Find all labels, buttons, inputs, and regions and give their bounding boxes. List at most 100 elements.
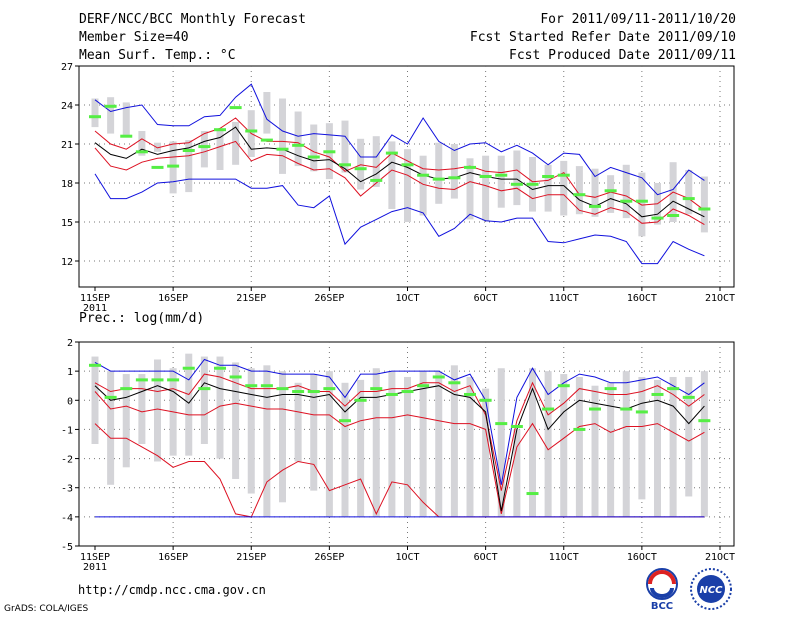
- range-box-0-7: [200, 131, 208, 168]
- x-tick-label-1-4: 1OCT: [395, 552, 419, 563]
- range-box-0-34: [622, 164, 630, 219]
- member-marker-1-28: [526, 492, 539, 496]
- panel-frame-0: [78, 65, 735, 288]
- y-tick-label-1-6: 1: [67, 367, 73, 378]
- range-box-1-9: [232, 362, 240, 479]
- member-marker-0-11: [260, 138, 273, 142]
- upper-spread-line-0: [94, 117, 705, 211]
- grads-credit: GrADS: COLA/IGES: [4, 604, 89, 614]
- ensemble-mean-line-0: [94, 126, 705, 218]
- x-tick-label-1-0: 11SEP: [80, 552, 110, 563]
- range-box-0-0: [91, 98, 99, 128]
- range-box-1-35: [638, 376, 646, 500]
- member-marker-1-33: [604, 387, 617, 391]
- member-marker-0-7: [198, 145, 211, 149]
- y-tick-label-1-5: 0: [67, 396, 73, 407]
- member-marker-1-37: [667, 387, 680, 391]
- range-box-1-13: [294, 382, 302, 462]
- bcc-logo: BCC: [646, 568, 678, 612]
- member-marker-0-6: [182, 149, 195, 152]
- member-marker-1-25: [479, 398, 492, 402]
- member-marker-1-30: [557, 384, 570, 388]
- range-box-0-30: [560, 160, 568, 216]
- range-box-0-11: [263, 92, 271, 134]
- member-marker-0-5: [167, 164, 180, 168]
- member-marker-0-0: [89, 115, 101, 119]
- member-marker-1-29: [542, 407, 555, 411]
- range-box-0-39: [700, 176, 708, 233]
- range-box-1-8: [216, 356, 224, 459]
- range-box-0-14: [310, 124, 318, 172]
- member-marker-1-4: [151, 378, 164, 382]
- member-marker-1-20: [401, 390, 414, 394]
- member-marker-0-14: [307, 155, 320, 159]
- x-tick-label-0-2: 21SEP: [236, 293, 266, 304]
- member-marker-1-21: [417, 384, 430, 388]
- member-marker-0-33: [604, 189, 617, 193]
- range-box-1-4: [154, 359, 161, 462]
- x-tick-label-0-5: 6OCT: [474, 293, 498, 304]
- member-marker-0-24: [464, 165, 476, 169]
- member-marker-0-31: [573, 193, 586, 197]
- bcc-logo-text: BCC: [651, 601, 673, 612]
- member-marker-1-11: [260, 384, 273, 388]
- member-marker-0-19: [385, 151, 398, 155]
- member-marker-0-39: [698, 207, 711, 211]
- member-size: Member Size=40: [79, 30, 189, 45]
- x-tick-label-1-5: 6OCT: [474, 552, 498, 563]
- x-tick-label-1-2: 21SEP: [236, 552, 266, 563]
- member-marker-0-17: [354, 167, 367, 171]
- member-marker-1-35: [635, 410, 648, 414]
- range-box-1-32: [591, 385, 599, 517]
- member-marker-0-21: [417, 173, 430, 177]
- range-box-1-6: [185, 353, 193, 456]
- member-marker-1-39: [698, 419, 711, 423]
- member-marker-0-28: [526, 182, 539, 186]
- lower-spread-line-0: [94, 140, 705, 226]
- range-box-1-10: [247, 368, 255, 494]
- range-box-1-19: [388, 371, 396, 517]
- ensemble-mean-line-1: [94, 382, 705, 512]
- range-box-1-22: [435, 371, 443, 517]
- member-marker-0-16: [339, 163, 351, 167]
- range-box-1-31: [575, 376, 583, 517]
- ncc-logo: NCC: [690, 568, 732, 610]
- range-box-1-15: [325, 371, 333, 517]
- extreme-high-line-0: [94, 83, 705, 196]
- range-box-0-31: [575, 166, 583, 215]
- member-marker-0-9: [229, 106, 242, 110]
- member-marker-1-12: [276, 387, 289, 391]
- member-marker-1-24: [464, 392, 476, 396]
- y-tick-label-0-1: 15: [61, 218, 73, 229]
- member-marker-0-3: [135, 150, 148, 154]
- range-box-1-28: [529, 368, 536, 517]
- started-date: Fcst Started Refer Date 2011/09/10: [469, 30, 736, 45]
- member-marker-0-2: [120, 134, 133, 138]
- range-box-1-14: [310, 374, 318, 491]
- source-url[interactable]: http://cmdp.ncc.cma.gov.cn: [78, 583, 266, 597]
- y-tick-label-1-2: -3: [61, 484, 73, 495]
- member-marker-0-8: [214, 128, 226, 132]
- member-marker-0-13: [292, 143, 305, 147]
- range-box-1-7: [200, 356, 208, 444]
- y-tick-label-1-3: -2: [61, 455, 73, 466]
- range-box-1-18: [372, 368, 380, 517]
- member-marker-1-1: [104, 395, 117, 399]
- member-marker-1-3: [135, 378, 148, 382]
- upper-spread-line-1: [94, 373, 705, 491]
- range-box-0-38: [685, 170, 693, 215]
- range-box-0-12: [279, 98, 286, 174]
- range-box-1-12: [279, 371, 286, 503]
- range-box-1-33: [607, 382, 615, 517]
- y-tick-label-1-7: 2: [67, 338, 73, 349]
- member-marker-0-1: [104, 104, 117, 108]
- x-year-label-0: 2011: [83, 303, 107, 314]
- range-box-1-30: [560, 374, 568, 517]
- range-box-1-39: [700, 371, 708, 517]
- y-tick-label-0-2: 18: [61, 179, 73, 190]
- member-marker-0-15: [323, 150, 336, 154]
- member-marker-1-36: [651, 392, 664, 396]
- range-box-0-27: [513, 150, 521, 206]
- range-box-1-27: [513, 429, 521, 517]
- x-tick-label-0-4: 1OCT: [395, 293, 419, 304]
